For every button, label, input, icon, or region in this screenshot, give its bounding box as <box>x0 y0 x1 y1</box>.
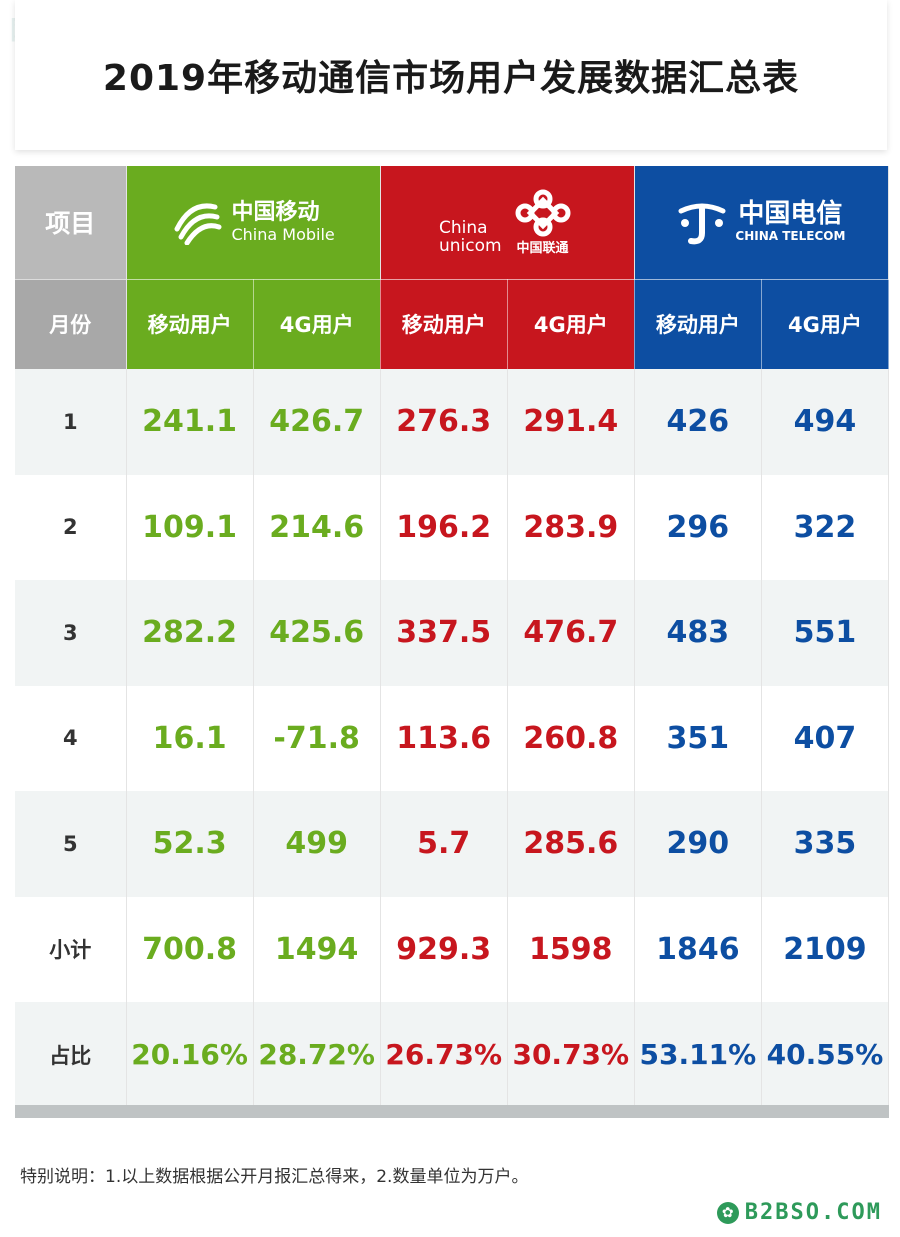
table-cell: 407 <box>761 685 890 791</box>
china-mobile-header: 中国移动 China Mobile <box>126 166 381 279</box>
table-cell: 260.8 <box>507 685 635 791</box>
table-cell: 290 <box>634 791 762 897</box>
table-cell: 296 <box>634 474 762 580</box>
table-cell: 276.3 <box>380 369 508 475</box>
table-cell: 476.7 <box>507 580 635 686</box>
page-title: 2019年移动通信市场用户发展数据汇总表 <box>102 58 800 99</box>
row-label: 3 <box>15 580 127 686</box>
china-telecom-logo: 中国电信 CHINA TELECOM <box>635 199 888 245</box>
table-cell: 1598 <box>507 896 635 1002</box>
china-mobile-logo: 中国移动 China Mobile <box>127 199 380 246</box>
table-cell: 351 <box>634 685 762 791</box>
column-header: 4G用户 <box>507 278 635 369</box>
column-header: 4G用户 <box>761 278 890 369</box>
table-cell: 241.1 <box>126 369 254 475</box>
column-header: 移动用户 <box>634 278 762 369</box>
table-cell: 929.3 <box>380 896 508 1002</box>
row-label: 占比 <box>15 1002 127 1108</box>
table-cell: 28.72% <box>253 1002 381 1108</box>
table-cell: 499 <box>253 791 381 897</box>
table-cell: 483 <box>634 580 762 686</box>
table-cell: 20.16% <box>126 1002 254 1108</box>
month-label: 月份 <box>49 313 92 338</box>
china-unicom-logo: China unicom <box>381 189 634 256</box>
table-cell: 53.11% <box>634 1002 762 1108</box>
china-mobile-logo-icon <box>174 203 222 246</box>
title-card: 2019年移动通信市场用户发展数据汇总表 <box>15 0 887 150</box>
item-header-cell: 项目 <box>15 166 127 279</box>
table-row: 3 282.2 425.6 337.5 476.7 483 551 <box>15 580 890 686</box>
table-cell: 1494 <box>253 896 381 1002</box>
table-cell: 426.7 <box>253 369 381 475</box>
table-cell: 283.9 <box>507 474 635 580</box>
brand-icon: ✿ <box>716 1201 739 1224</box>
row-label: 小计 <box>15 896 127 1002</box>
table-cell: -71.8 <box>253 685 381 791</box>
header-row-subcolumns: 月份 移动用户 4G用户 移动用户 4G用户 移动用户 4G用户 <box>15 278 890 369</box>
row-label: 1 <box>15 369 127 475</box>
table-cell: 113.6 <box>380 685 508 791</box>
china-unicom-cn-name: 中国联通 <box>516 240 569 256</box>
table-row: 4 16.1 -71.8 113.6 260.8 351 407 <box>15 685 890 791</box>
china-unicom-en-line1: China <box>438 218 488 239</box>
china-telecom-header: 中国电信 CHINA TELECOM <box>634 166 890 279</box>
table-cell: 16.1 <box>126 685 254 791</box>
table-row: 5 52.3 499 5.7 285.6 290 335 <box>15 791 890 897</box>
data-table: 项目 中国移动 China Mobile <box>15 166 890 1108</box>
china-mobile-en-name: China Mobile <box>231 224 335 244</box>
table-cell: 337.5 <box>380 580 508 686</box>
data-table-container: 项目 中国移动 China Mobile <box>15 166 890 1118</box>
table-cell: 30.73% <box>507 1002 635 1108</box>
item-label: 项目 <box>45 209 96 239</box>
table-cell: 335 <box>761 791 890 897</box>
subtotal-row: 小计 700.8 1494 929.3 1598 1846 2109 <box>15 896 890 1002</box>
china-telecom-cn-name: 中国电信 <box>738 199 843 230</box>
footnote: 特别说明：1.以上数据根据公开月报汇总得来，2.数量单位为万户。 <box>20 1167 529 1187</box>
table-cell: 426 <box>634 369 762 475</box>
table-cell: 26.73% <box>380 1002 508 1108</box>
china-telecom-logo-icon <box>678 203 726 245</box>
table-cell: 40.55% <box>761 1002 890 1108</box>
china-telecom-en-name: CHINA TELECOM <box>735 229 846 244</box>
month-header-cell: 月份 <box>15 278 127 369</box>
column-header: 移动用户 <box>126 278 254 369</box>
table-cell: 52.3 <box>126 791 254 897</box>
china-unicom-knot-icon <box>515 189 571 237</box>
table-cell: 109.1 <box>126 474 254 580</box>
footer-brand: ✿ B2BSO.COM <box>716 1200 882 1225</box>
table-cell: 425.6 <box>253 580 381 686</box>
table-cell: 196.2 <box>380 474 508 580</box>
china-mobile-cn-name: 中国移动 <box>231 200 320 226</box>
table-cell: 282.2 <box>126 580 254 686</box>
row-label: 2 <box>15 474 127 580</box>
row-label: 4 <box>15 685 127 791</box>
table-cell: 494 <box>761 369 890 475</box>
table-cell: 291.4 <box>507 369 635 475</box>
row-label: 5 <box>15 791 127 897</box>
column-header: 移动用户 <box>380 278 508 369</box>
china-unicom-header: China unicom <box>380 166 635 279</box>
column-header: 4G用户 <box>253 278 381 369</box>
china-unicom-en-line2: unicom <box>438 235 502 256</box>
brand-text: B2BSO.COM <box>744 1200 882 1225</box>
table-cell: 2109 <box>761 896 890 1002</box>
table-row: 1 241.1 426.7 276.3 291.4 426 494 <box>15 369 890 475</box>
table-cell: 551 <box>761 580 890 686</box>
table-cell: 1846 <box>634 896 762 1002</box>
table-cell: 285.6 <box>507 791 635 897</box>
table-bottom-bar <box>15 1105 889 1118</box>
share-row: 占比 20.16% 28.72% 26.73% 30.73% 53.11% 40… <box>15 1002 890 1108</box>
table-row: 2 109.1 214.6 196.2 283.9 296 322 <box>15 474 890 580</box>
table-cell: 322 <box>761 474 890 580</box>
table-cell: 214.6 <box>253 474 381 580</box>
table-cell: 700.8 <box>126 896 254 1002</box>
table-cell: 5.7 <box>380 791 508 897</box>
header-row-carriers: 项目 中国移动 China Mobile <box>15 166 890 279</box>
